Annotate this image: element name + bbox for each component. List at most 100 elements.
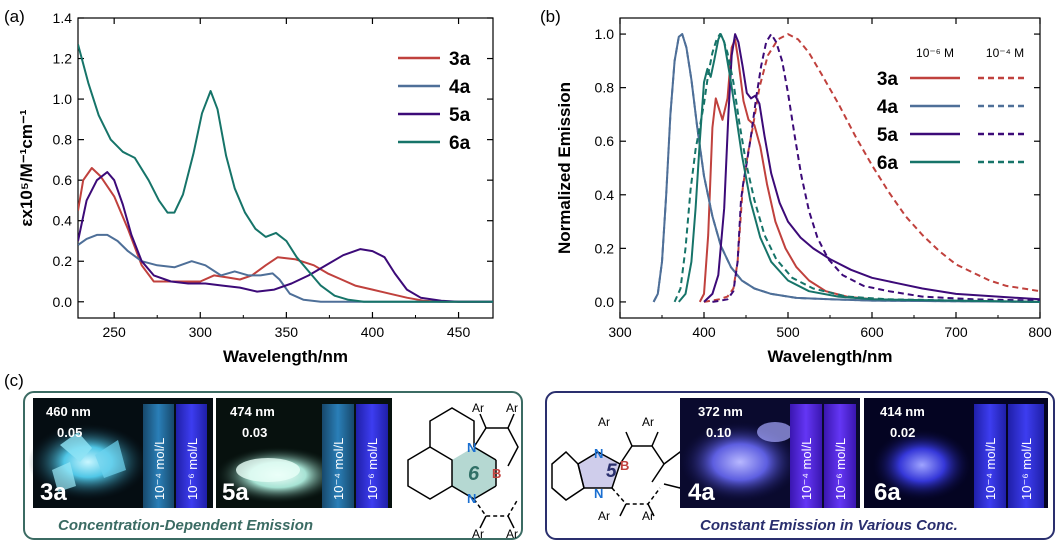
atom-b: B	[492, 466, 501, 481]
photo-3a-vial-2-label: 10⁻⁶ mol/L	[185, 438, 200, 500]
right-box-frame	[545, 391, 1055, 540]
right-box-caption: Constant Emission in Various Conc.	[700, 517, 958, 534]
em-ytick-label: 0.0	[595, 294, 615, 310]
ar-label-r4: Ar	[642, 509, 654, 523]
ar-label-r1: Ar	[598, 415, 610, 429]
photo-4a-wavelength: 372 nm	[698, 404, 743, 419]
structure-6-ring	[407, 407, 497, 500]
photo-3a-qy: 0.05	[57, 425, 82, 440]
em-ytick-label: 1.0	[595, 26, 615, 42]
legend-b-header-low: 10⁻⁶ M	[916, 46, 954, 60]
abs-xtick-label: 250	[102, 324, 126, 340]
em-ytick-label: 0.6	[595, 133, 615, 149]
legend-a-label-3a: 3a	[449, 49, 471, 70]
photo-3a-wavelength: 460 nm	[46, 404, 91, 419]
structure-5-ring	[551, 431, 691, 517]
atom-b-r: B	[620, 458, 629, 473]
em-xtick-label: 800	[1028, 324, 1052, 340]
photo-6a-vial-1-label: 10⁻⁴ mol/L	[983, 438, 998, 500]
ring-label-5: 5	[606, 461, 617, 482]
photo-5a-vial-1-label: 10⁻⁴ mol/L	[331, 438, 346, 500]
photo-4a-qy: 0.10	[706, 425, 731, 440]
vial-5a-conc-high	[322, 404, 354, 508]
photo-3a-compound: 3a	[40, 479, 67, 506]
series-line-5a-10-m	[712, 33, 1040, 303]
photo-6a-compound: 6a	[874, 479, 901, 506]
abs-ytick-label: 0.2	[53, 253, 73, 269]
em-series-group	[652, 33, 1040, 303]
chart-emission: 300 400 500 600 700 800 0.0 0.2 0.4 0.6 0.8 1.0 Wave…	[555, 17, 1052, 366]
abs-series-group	[78, 44, 493, 303]
vial-3a-conc-high	[143, 404, 174, 508]
abs-ytick-label: 0.4	[53, 213, 73, 229]
ar-label-2: Ar	[506, 401, 518, 415]
photo-4a: 372 nm 0.10 4a 10⁻⁴ mol/L 10⁻⁶ mol/L	[680, 398, 860, 508]
ar-label-4: Ar	[506, 527, 518, 541]
series-line-6a-10-m	[678, 33, 1040, 303]
vial-6a-conc-high	[974, 404, 1006, 508]
legend-b-header-high: 10⁻⁴ M	[986, 46, 1024, 60]
em-ytick-label: 0.8	[595, 80, 615, 96]
photo-3a: 460 nm 0.05 3a 10⁻⁴ mol/L 10⁻⁶ mol/L	[28, 398, 213, 508]
photo-5a-compound: 5a	[222, 479, 249, 506]
em-xtick-label: 300	[608, 324, 632, 340]
photo-4a-vial-2-label: 10⁻⁶ mol/L	[833, 438, 848, 500]
photo-4a-vial-1-label: 10⁻⁴ mol/L	[799, 438, 814, 500]
photo-6a-vial-2-label: 10⁻⁶ mol/L	[1019, 438, 1034, 500]
series-line-6a	[78, 44, 493, 303]
abs-xtick-label: 400	[361, 324, 385, 340]
panel-c-left-box: 460 nm 0.05 3a 10⁻⁴ mol/L 10⁻⁶ mol/L 474…	[23, 391, 523, 541]
vial-5a-conc-low	[356, 404, 388, 508]
series-line-4a	[78, 233, 493, 303]
abs-xtick-label: 300	[189, 324, 213, 340]
photo-6a-qy: 0.02	[890, 425, 915, 440]
structure-6-ring-highlight	[452, 447, 496, 499]
series-line-5a-10-m	[703, 33, 1040, 303]
abs-xtick-label: 450	[447, 324, 471, 340]
photo-5a-vial-2-label: 10⁻⁶ mol/L	[365, 438, 380, 500]
vial-4a-conc-high	[790, 404, 822, 508]
em-xtick-label: 500	[776, 324, 800, 340]
photo-6a: 414 nm 0.02 6a 10⁻⁴ mol/L 10⁻⁶ mol/L	[864, 398, 1048, 508]
chart-absorption: 250 300 350 400 450 0.0 0.2 0.4 0.6 0.8 1.0 1.2 1.4 W…	[17, 10, 494, 366]
panel-label-b: (b)	[540, 7, 561, 26]
legend-b-label-4a: 4a	[877, 97, 899, 118]
vial-6a-conc-low	[1008, 404, 1044, 508]
structure-6-ring-right	[473, 413, 519, 529]
abs-plot-frame	[77, 17, 494, 319]
em-ylabel: Normalized Emission	[555, 82, 574, 254]
photo-5a-qy: 0.03	[242, 425, 267, 440]
abs-ytick-label: 0.8	[53, 132, 73, 148]
abs-ytick-label: 1.0	[53, 91, 73, 107]
em-xtick-label: 600	[860, 324, 884, 340]
panel-c-right-box: 5 N N B Ar Ar Ar Ar 372 nm 0.10 4a 10⁻⁴ …	[545, 391, 1055, 540]
em-xtick-label: 700	[944, 324, 968, 340]
photo-4a-compound: 4a	[688, 479, 715, 506]
legend-b-label-3a: 3a	[877, 69, 899, 90]
atom-n-bottom: N	[467, 491, 476, 506]
series-line-3a	[78, 167, 493, 303]
ar-label-1: Ar	[472, 401, 484, 415]
photo-6a-wavelength: 414 nm	[880, 404, 925, 419]
abs-ytick-label: 0.0	[53, 294, 73, 310]
em-ytick-label: 0.4	[595, 187, 615, 203]
legend-a-label-6a: 6a	[449, 133, 471, 154]
em-ytick-label: 0.2	[595, 240, 615, 256]
panel-label-a: (a)	[4, 7, 25, 26]
ring-label-6: 6	[468, 463, 480, 485]
abs-ylabel: εx10⁵/M⁻¹cm⁻¹	[17, 109, 36, 226]
left-box-caption: Concentration-Dependent Emission	[58, 517, 313, 534]
em-xtick-label: 400	[692, 324, 716, 340]
atom-n-top-r: N	[594, 446, 603, 461]
em-xlabel: Wavelength/nm	[768, 347, 893, 366]
legend-a-label-5a: 5a	[449, 105, 471, 126]
legend-a-label-4a: 4a	[449, 77, 471, 98]
vial-3a-conc-low	[176, 404, 207, 508]
abs-xtick-label: 350	[275, 324, 299, 340]
legend-b-label-5a: 5a	[877, 125, 899, 146]
atom-n-top: N	[467, 440, 476, 455]
photo-5a-wavelength: 474 nm	[230, 404, 275, 419]
left-box-frame	[23, 391, 523, 540]
atom-n-bottom-r: N	[594, 486, 603, 501]
